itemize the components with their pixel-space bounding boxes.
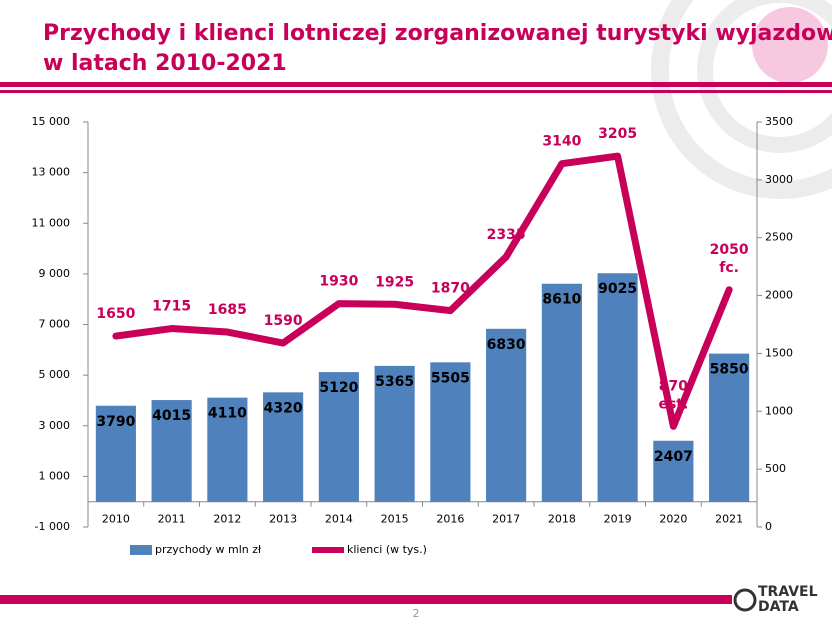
decoration	[697, 0, 832, 153]
y2-tick-label: 2000	[765, 289, 793, 302]
y2-tick-label: 3500	[765, 115, 793, 128]
bar	[541, 283, 582, 502]
bar-label: 5505	[431, 370, 470, 386]
logo: DATA	[758, 599, 799, 615]
y-tick-label: 9 000	[39, 267, 71, 280]
y2-tick-label: 1500	[765, 346, 793, 359]
x-tick-label: 2019	[604, 513, 632, 526]
globe	[752, 7, 828, 83]
line-label: 1930	[319, 274, 358, 290]
y-tick-label: 3 000	[39, 419, 71, 432]
x-tick-label: 2021	[715, 513, 743, 526]
bar-label: 6830	[487, 337, 526, 353]
x-tick-label: 2018	[548, 513, 576, 526]
x-tick-label: 2016	[436, 513, 464, 526]
line-label: 3140	[542, 134, 581, 150]
rule	[0, 90, 832, 93]
y2-tick-label: 2500	[765, 231, 793, 244]
bar-label: 9025	[598, 281, 637, 297]
bar-label: 4110	[208, 406, 247, 422]
line-label: 1870	[431, 281, 470, 297]
x-tick-label: 2012	[213, 513, 241, 526]
y-tick-label: 15 000	[32, 115, 71, 128]
line-label: 1650	[96, 306, 135, 322]
x-tick-label: 2017	[492, 513, 520, 526]
bar	[374, 365, 415, 502]
line-label: 1590	[264, 313, 303, 329]
bar	[263, 392, 304, 502]
bar-label: 5850	[710, 362, 749, 378]
y-tick-label: 5 000	[39, 368, 71, 381]
line	[112, 152, 733, 430]
footer-rule	[0, 595, 732, 604]
legend-label: klienci (w tys.)	[347, 543, 427, 556]
bar	[709, 353, 750, 502]
bar	[151, 400, 192, 502]
line-label: 2335	[487, 227, 526, 243]
y2-tick-label: 3000	[765, 173, 793, 186]
line-label: 1715	[152, 299, 191, 315]
x-tick-label: 2020	[659, 513, 687, 526]
legend-swatch	[130, 545, 152, 555]
decoration	[651, 0, 832, 199]
bar-label: 3790	[96, 414, 135, 430]
y-tick-label: 1 000	[39, 469, 71, 482]
bar-label: 2407	[654, 449, 693, 465]
x-tick-label: 2014	[325, 513, 353, 526]
line-label: 2050 fc.	[710, 242, 749, 276]
rule	[0, 82, 832, 87]
bar-label: 5365	[375, 374, 414, 390]
line-label: 1685	[208, 302, 247, 318]
y2-tick-label: 500	[765, 462, 786, 475]
logo-icon	[733, 588, 757, 612]
line-label: 870 est.	[658, 378, 688, 412]
logo: TRAVEL	[758, 584, 818, 600]
x-tick-label: 2011	[158, 513, 186, 526]
y-tick-label: 11 000	[32, 216, 71, 229]
bar	[318, 372, 359, 502]
y-tick-label: 13 000	[32, 166, 71, 179]
y-tick-label: -1 000	[35, 520, 70, 533]
title: w latach 2010-2021	[43, 51, 287, 76]
x-tick-label: 2010	[102, 513, 130, 526]
line-label: 1925	[375, 274, 414, 290]
page-number: 2	[413, 607, 420, 620]
bar	[597, 273, 638, 502]
line-label: 3205	[598, 126, 637, 142]
bar	[653, 440, 694, 502]
y2-tick-label: 1000	[765, 404, 793, 417]
bar	[207, 397, 248, 502]
bar-label: 8610	[542, 292, 581, 308]
bar	[486, 328, 527, 502]
bar	[430, 362, 471, 502]
bar-label: 4320	[264, 400, 303, 416]
legend-label: przychody w mln zł	[155, 543, 262, 556]
y-tick-label: 7 000	[39, 318, 71, 331]
bar-label: 4015	[152, 408, 191, 424]
y2-tick-label: 0	[765, 520, 772, 533]
bar-label: 5120	[319, 380, 358, 396]
title: Przychody i klienci lotniczej zorganizow…	[43, 21, 832, 46]
x-tick-label: 2015	[381, 513, 409, 526]
bar	[95, 405, 136, 502]
x-tick-label: 2013	[269, 513, 297, 526]
